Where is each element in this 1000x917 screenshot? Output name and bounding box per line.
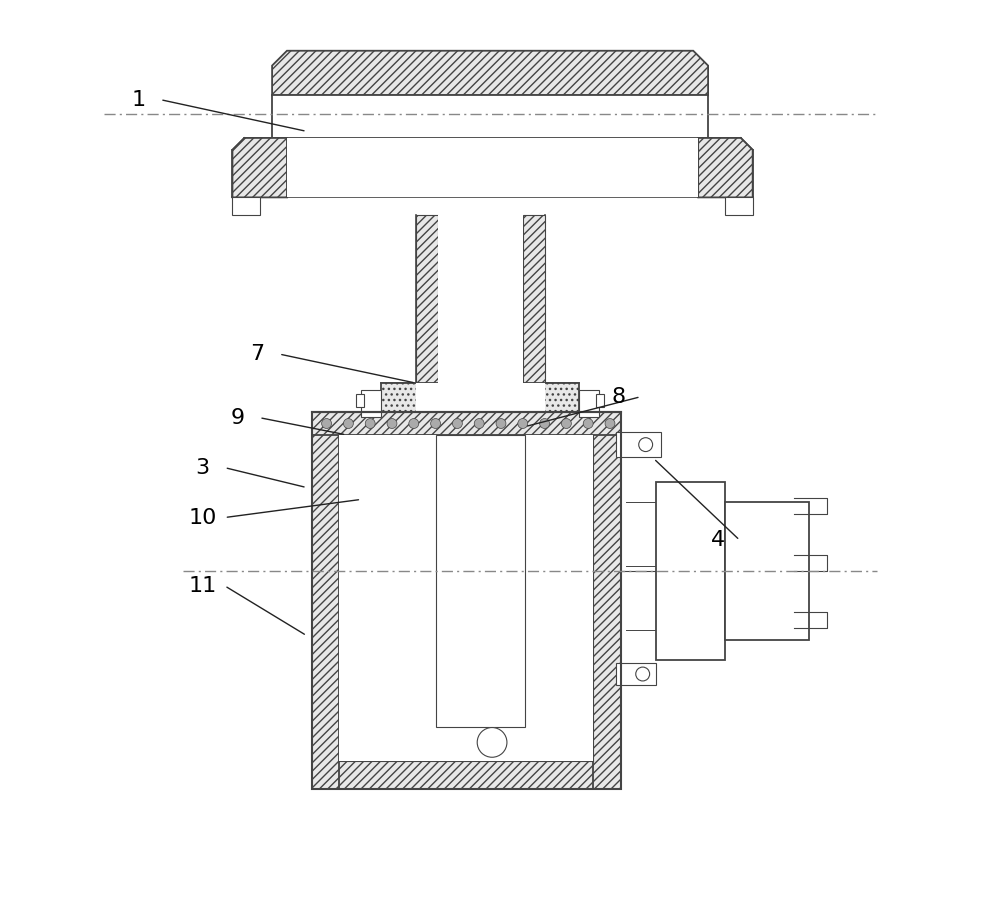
Circle shape — [518, 418, 528, 428]
Bar — [312, 413, 339, 789]
Bar — [381, 382, 579, 413]
Bar — [656, 481, 725, 660]
Bar — [272, 95, 708, 138]
Text: 10: 10 — [189, 508, 217, 527]
Text: 8: 8 — [612, 387, 626, 407]
Circle shape — [431, 418, 441, 428]
Bar — [596, 393, 604, 407]
Bar — [232, 197, 260, 215]
Circle shape — [496, 418, 506, 428]
Text: 11: 11 — [189, 576, 217, 596]
Bar — [593, 413, 621, 789]
Text: 9: 9 — [230, 408, 244, 427]
Circle shape — [477, 727, 507, 757]
Circle shape — [343, 418, 353, 428]
Bar — [356, 393, 364, 407]
Bar — [523, 215, 545, 382]
Bar — [616, 432, 661, 457]
Circle shape — [365, 418, 375, 428]
Bar — [312, 413, 621, 789]
Text: 4: 4 — [711, 530, 725, 550]
Bar — [312, 413, 621, 435]
Bar — [287, 138, 698, 197]
Bar — [361, 390, 381, 417]
Circle shape — [474, 418, 484, 428]
Polygon shape — [272, 50, 708, 95]
Circle shape — [583, 418, 593, 428]
Circle shape — [605, 418, 615, 428]
Bar — [436, 435, 525, 726]
Text: 3: 3 — [196, 458, 210, 478]
Bar — [312, 761, 621, 789]
Text: 7: 7 — [250, 344, 264, 364]
Circle shape — [639, 437, 653, 451]
Bar — [725, 197, 753, 215]
Circle shape — [387, 418, 397, 428]
Circle shape — [452, 418, 462, 428]
Circle shape — [636, 667, 650, 681]
Bar — [416, 215, 438, 382]
Circle shape — [409, 418, 419, 428]
Bar — [438, 215, 523, 382]
Bar — [616, 663, 656, 685]
Bar — [725, 502, 809, 640]
Circle shape — [322, 418, 332, 428]
Bar — [339, 435, 593, 761]
Circle shape — [540, 418, 550, 428]
Polygon shape — [232, 138, 287, 197]
Polygon shape — [698, 138, 753, 197]
Circle shape — [561, 418, 571, 428]
Text: 1: 1 — [131, 90, 145, 109]
Bar — [579, 390, 599, 417]
Bar — [416, 382, 545, 413]
